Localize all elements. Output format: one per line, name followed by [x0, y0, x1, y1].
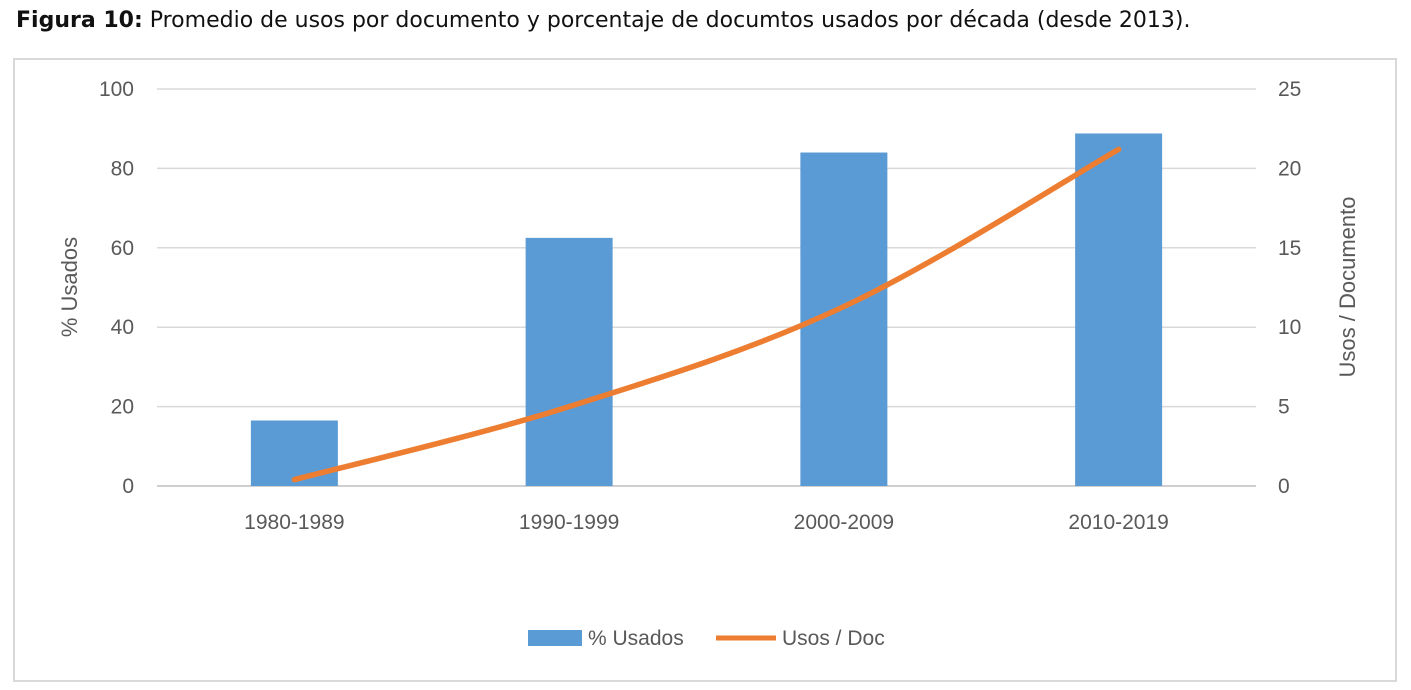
- gridlines: [157, 88, 1256, 487]
- left-tick-label: 0: [122, 475, 134, 498]
- category-label: 2010-2019: [1068, 511, 1168, 534]
- chart-frame: [13, 58, 1397, 682]
- right-tick-label: 20: [1278, 157, 1301, 180]
- left-tick-label: 40: [111, 316, 134, 339]
- legend-line-label: Usos / Doc: [782, 627, 885, 650]
- left-tick-label: 100: [99, 78, 134, 101]
- right-tick-label: 25: [1278, 78, 1301, 101]
- legend: % Usados Usos / Doc: [528, 627, 885, 650]
- left-tick-label: 20: [111, 396, 134, 419]
- right-tick-label: 0: [1278, 475, 1290, 498]
- line-series: [291, 146, 1122, 483]
- right-tick-label: 10: [1278, 316, 1301, 339]
- figure-caption-prefix: Figura 10:: [16, 8, 143, 33]
- category-label: 2000-2009: [794, 511, 894, 534]
- left-axis-label: % Usados: [57, 237, 82, 337]
- bar-series: [250, 133, 1163, 487]
- series-line: [291, 146, 1122, 483]
- legend-bar-label: % Usados: [588, 627, 684, 650]
- right-axis-label: Usos / Documento: [1335, 197, 1360, 378]
- right-axis-ticks: 0 5 10 15 20 25: [1278, 78, 1301, 498]
- left-axis-ticks: 0 20 40 60 80 100: [99, 78, 134, 498]
- left-tick-label: 80: [111, 157, 134, 180]
- bar: [250, 420, 338, 486]
- category-axis-labels: 1980-1989 1990-1999 2000-2009 2010-2019: [244, 511, 1169, 534]
- bar: [1075, 133, 1163, 487]
- category-label: 1980-1989: [244, 511, 344, 534]
- left-tick-label: 60: [111, 237, 134, 260]
- right-tick-label: 15: [1278, 237, 1301, 260]
- bar: [525, 237, 613, 486]
- legend-bar-swatch: [528, 630, 582, 646]
- figure-caption-text: Promedio de usos por documento y porcent…: [142, 8, 1191, 33]
- right-tick-label: 5: [1278, 396, 1290, 419]
- figure-caption: Figura 10: Promedio de usos por document…: [16, 8, 1190, 33]
- category-label: 1990-1999: [519, 511, 619, 534]
